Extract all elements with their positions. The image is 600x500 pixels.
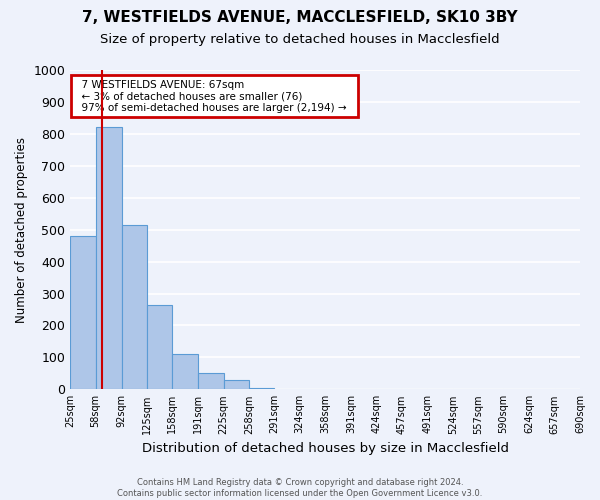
- Text: 7 WESTFIELDS AVENUE: 67sqm  
  ← 3% of detached houses are smaller (76)  
  97% : 7 WESTFIELDS AVENUE: 67sqm ← 3% of detac…: [76, 80, 353, 113]
- Bar: [249, 388, 274, 390]
- Bar: [95, 128, 122, 390]
- Bar: [147, 304, 172, 390]
- Text: Contains HM Land Registry data © Crown copyright and database right 2024.
Contai: Contains HM Land Registry data © Crown c…: [118, 478, 482, 498]
- Text: Size of property relative to detached houses in Macclesfield: Size of property relative to detached ho…: [100, 32, 500, 46]
- Bar: [197, 374, 224, 390]
- Text: 7, WESTFIELDS AVENUE, MACCLESFIELD, SK10 3BY: 7, WESTFIELDS AVENUE, MACCLESFIELD, SK10…: [82, 10, 518, 25]
- Y-axis label: Number of detached properties: Number of detached properties: [15, 136, 28, 322]
- Bar: [224, 380, 249, 390]
- Bar: [172, 354, 197, 390]
- Bar: [70, 236, 95, 390]
- X-axis label: Distribution of detached houses by size in Macclesfield: Distribution of detached houses by size …: [142, 442, 509, 455]
- Bar: [122, 225, 147, 390]
